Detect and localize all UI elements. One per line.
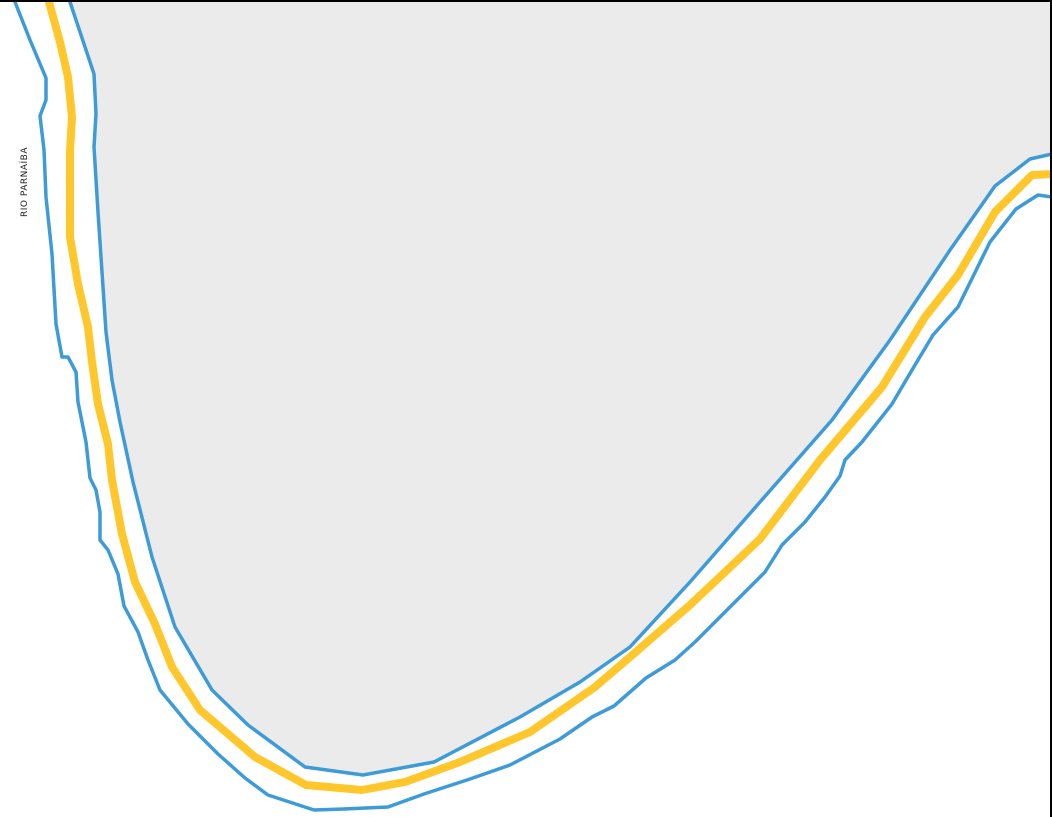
land-area (70, 2, 1050, 775)
boundary-line (45, 2, 1050, 794)
river-bank-inner (68, 2, 1050, 777)
river-label: RIO PARNAÍBA (18, 147, 30, 217)
river-bank-outer (13, 2, 1050, 812)
